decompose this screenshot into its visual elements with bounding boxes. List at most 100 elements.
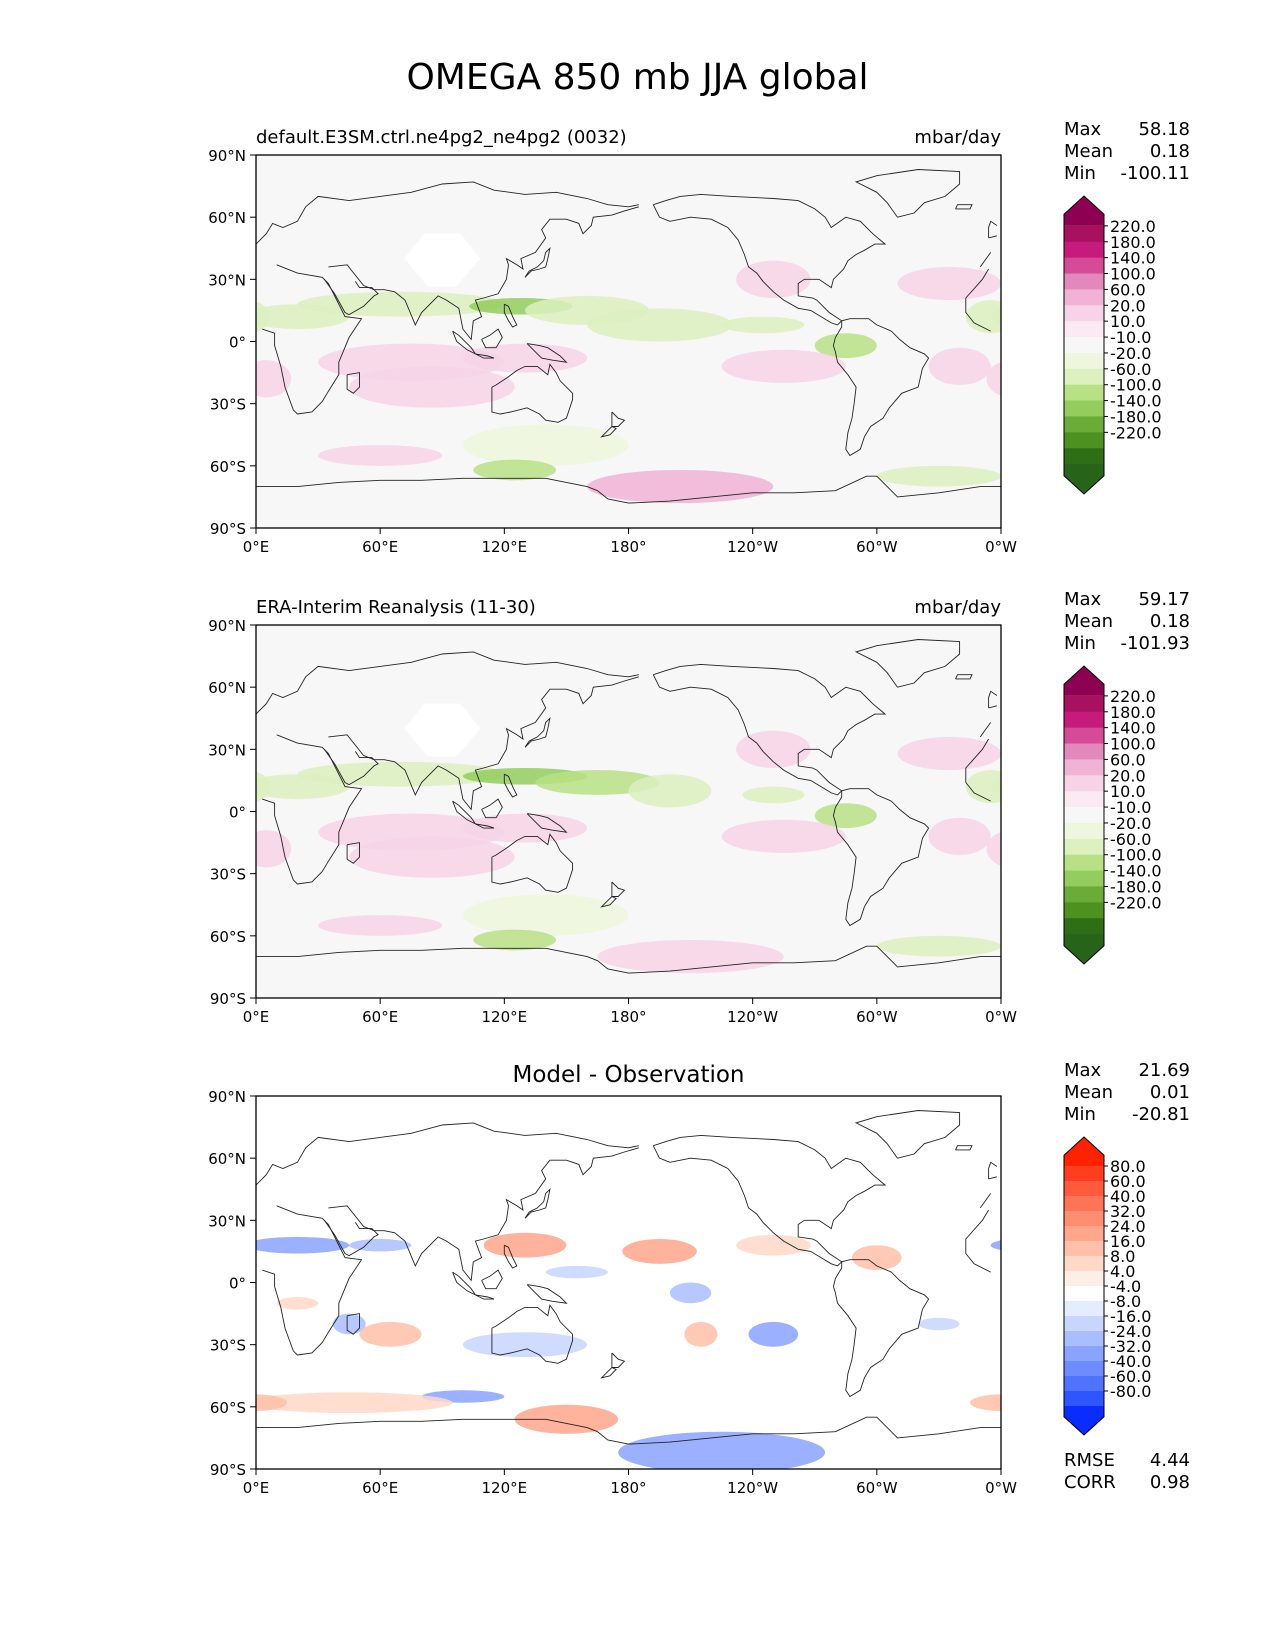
- colorbar-label: -220.0: [1110, 893, 1162, 912]
- stat-value: 58.18: [1138, 119, 1190, 140]
- lon-tick-label: 60°W: [856, 1479, 898, 1497]
- contour-patch: [736, 1234, 811, 1256]
- colorbar-swatch: [1064, 1211, 1104, 1227]
- lat-tick-label: 90°S: [210, 1461, 246, 1479]
- colorbar-outline: [1063, 1136, 1105, 1436]
- lon-tick-label: 0°W: [985, 1479, 1017, 1497]
- colorbar-swatch: [1064, 1361, 1104, 1377]
- colorbar-swatch: [1064, 870, 1104, 887]
- colorbar-swatch: [1064, 791, 1104, 808]
- colorbar-swatch: [1064, 464, 1104, 494]
- contour-patch: [462, 813, 588, 843]
- contour-patch: [349, 836, 515, 878]
- colorbar-label: -140.0: [1110, 862, 1162, 881]
- coastline: [652, 663, 887, 796]
- map-panel-diff: 90°N 60°N 30°N 0° 30°S 60°S 90°S0°E 60°E 120°E 18…: [208, 1060, 1190, 1497]
- contour-patch: [462, 424, 629, 466]
- colorbar-label: -60.0: [1110, 360, 1151, 379]
- colorbar-swatch: [1064, 384, 1104, 402]
- coastline: [323, 1220, 379, 1257]
- contour-patch: [545, 1265, 608, 1279]
- colorbar-label: 10.0: [1110, 782, 1146, 801]
- colorbar-label: -60.0: [1110, 1367, 1151, 1386]
- coastline: [503, 303, 518, 328]
- colorbar-swatch: [1064, 822, 1104, 840]
- colorbar-swatch: [1064, 902, 1104, 919]
- colorbar-swatch: [1064, 1346, 1104, 1362]
- lat-tick-label: 0°: [229, 804, 246, 822]
- colorbar-label: -100.0: [1110, 846, 1162, 865]
- coastline: [262, 264, 363, 415]
- stat-label: CORR: [1064, 1472, 1116, 1493]
- colorbar-swatch: [1064, 1406, 1104, 1435]
- colorbar-label: 16.0: [1110, 1232, 1146, 1251]
- stat-value: -100.11: [1121, 163, 1190, 184]
- colorbar-swatch: [1064, 1286, 1104, 1302]
- lon-tick-label: 120°W: [727, 1479, 778, 1497]
- colorbar-label: -180.0: [1110, 877, 1162, 896]
- colorbar-label: 32.0: [1110, 1202, 1146, 1221]
- coastline: [955, 204, 973, 210]
- stat-value: -101.93: [1121, 633, 1190, 654]
- colorbar-swatch: [1064, 807, 1104, 824]
- coastline: [600, 426, 617, 438]
- colorbar-swatch: [1064, 1271, 1104, 1287]
- colorbar-label: -24.0: [1110, 1322, 1151, 1341]
- coastline: [328, 676, 639, 811]
- colorbar-swatch: [1064, 196, 1104, 226]
- colorbar-label: 60.0: [1110, 750, 1146, 769]
- stat-value: 0.98: [1150, 1472, 1190, 1493]
- contour-patch: [852, 1245, 902, 1271]
- colorbar-swatch: [1064, 854, 1104, 872]
- stat-label: Mean: [1064, 611, 1113, 632]
- contour-patch: [876, 465, 1001, 487]
- colorbar-label: 4.0: [1110, 1262, 1135, 1281]
- contour-patch: [736, 730, 811, 768]
- figure-title: OMEGA 850 mb JJA global: [406, 57, 869, 98]
- contour-patch: [684, 1321, 718, 1347]
- stat-label: Max: [1064, 119, 1102, 140]
- lat-tick-label: 0°: [229, 1275, 246, 1293]
- coastline: [256, 945, 1001, 974]
- stat-label: Max: [1064, 589, 1102, 610]
- coastline: [524, 1187, 551, 1219]
- coastline: [256, 475, 1001, 504]
- colorbar-label: -10.0: [1110, 798, 1151, 817]
- colorbar-swatch: [1064, 305, 1104, 322]
- contour-patch: [256, 774, 350, 800]
- lon-tick-label: 60°E: [362, 1479, 398, 1497]
- lon-tick-label: 120°E: [482, 1008, 528, 1026]
- colorbar-swatch: [1064, 416, 1104, 433]
- coastline: [262, 734, 363, 885]
- coastline: [323, 279, 379, 316]
- contour-patch: [256, 830, 292, 868]
- colorbar-label: 8.0: [1110, 1247, 1135, 1266]
- stat-value: 21.69: [1138, 1060, 1190, 1081]
- map-panel-model: 90°N 60°N 30°N 0° 30°S 60°S 90°S0°E 60°E 120°E 18…: [208, 119, 1190, 556]
- colorbar-label: 140.0: [1110, 719, 1156, 738]
- stat-value: 4.44: [1150, 1450, 1190, 1471]
- colorbar-label: -16.0: [1110, 1307, 1151, 1326]
- lon-tick-label: 120°E: [482, 538, 528, 556]
- colorbar-label: -100.0: [1110, 376, 1162, 395]
- contour-patch: [483, 1232, 567, 1258]
- coastline: [652, 193, 887, 326]
- colorbar-label: 20.0: [1110, 296, 1146, 315]
- coastline: [503, 773, 518, 798]
- colorbar-outline: [1063, 195, 1105, 495]
- lat-tick-label: 60°N: [208, 679, 246, 697]
- colorbar-label: 140.0: [1110, 249, 1156, 268]
- contour-patch: [256, 304, 350, 330]
- contour-patch: [587, 308, 732, 342]
- contour-patch: [742, 786, 805, 804]
- colorbar-swatch: [1064, 352, 1104, 370]
- coastline: [832, 318, 930, 457]
- contour-patch: [359, 1321, 422, 1347]
- lon-tick-label: 0°W: [985, 538, 1017, 556]
- coastline: [988, 690, 998, 708]
- coastline: [965, 1209, 991, 1273]
- contour-patch: [721, 316, 805, 334]
- lat-tick-label: 0°: [229, 334, 246, 352]
- coastline: [988, 1161, 998, 1179]
